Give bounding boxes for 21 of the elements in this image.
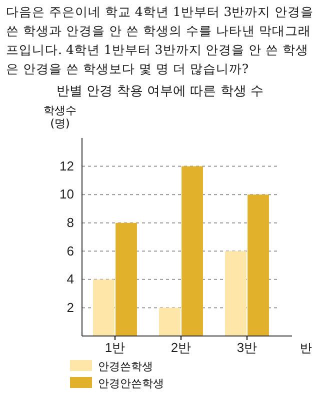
bar bbox=[248, 194, 269, 336]
y-tick-label: 8 bbox=[66, 215, 74, 230]
y-tick-label: 4 bbox=[66, 272, 74, 287]
text: 다음은 주은이네 학교 4학년 1반부터 3반까지 안경을 쓴 학생과 안경을 안 쓴 학생의 수를 나타낸 막대그래프입니다. 4학년 1반부터 3반까지 안경을 안 쓴 학생은 안경을 쓴 학생보다 몇 명 더 많습니까? bbox=[5, 3, 315, 78]
x-tick-label: 2반 bbox=[170, 340, 192, 356]
x-axis-title: 반 bbox=[300, 341, 312, 355]
chart-title: 반별 안경 착용 여부에 따른 학생 수 bbox=[56, 83, 264, 100]
x-tick-label: 1반 bbox=[104, 340, 126, 356]
bar bbox=[93, 279, 114, 336]
y-axis-title: 학생수 (명) bbox=[44, 104, 76, 130]
bar bbox=[116, 222, 137, 336]
bar bbox=[159, 308, 180, 336]
y-tick-label: 2 bbox=[66, 300, 74, 315]
y-tick-label: 12 bbox=[60, 158, 74, 174]
y-tick-label: 10 bbox=[60, 186, 74, 202]
legend-label: 안경쓴학생 bbox=[98, 360, 153, 373]
legend-label: 안경안쓴학생 bbox=[98, 377, 164, 390]
bar bbox=[182, 166, 203, 336]
x-tick-label: 3반 bbox=[236, 340, 258, 356]
bar bbox=[225, 251, 246, 336]
y-tick-label: 6 bbox=[66, 243, 74, 258]
